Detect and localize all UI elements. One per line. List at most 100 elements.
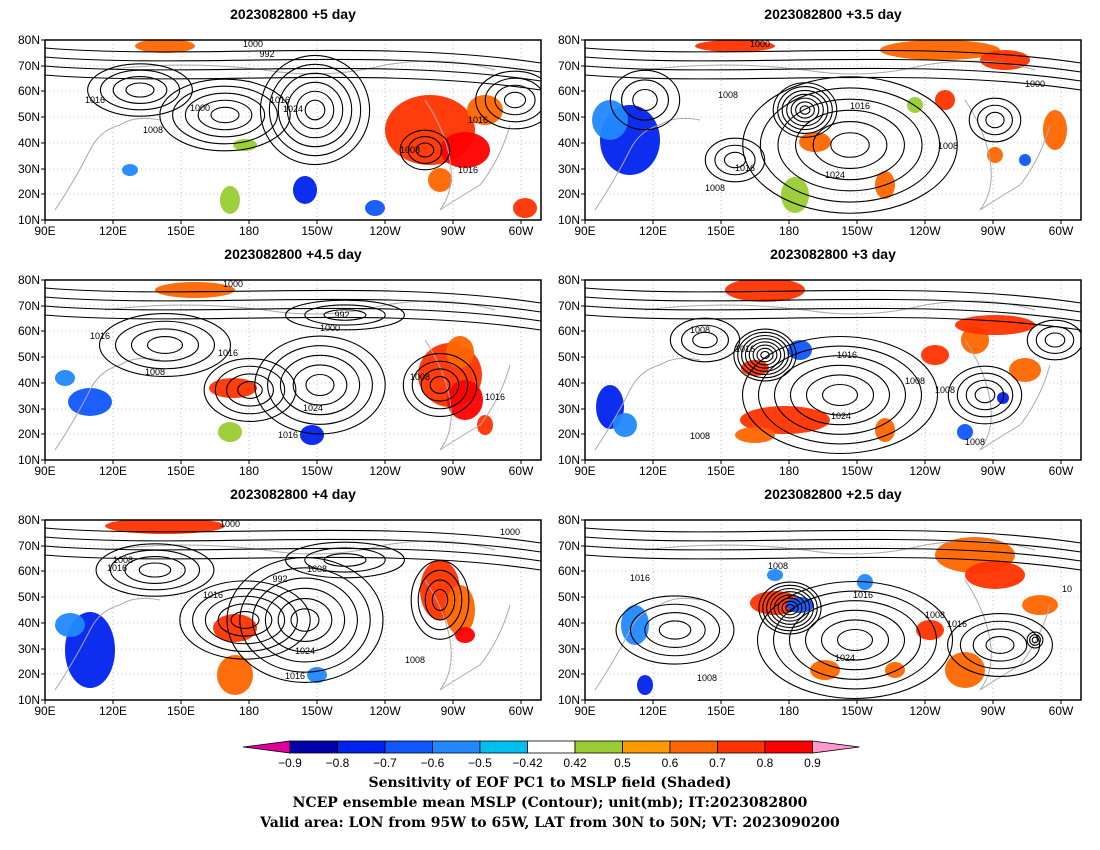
isobar [112, 76, 168, 104]
lat-tick-label: 20N [18, 187, 40, 201]
contour-label: 1000 [320, 323, 340, 333]
panel-frame [44, 519, 542, 701]
isobar [777, 86, 833, 134]
isobar [629, 603, 721, 657]
lon-tick-label: 120W [369, 464, 401, 478]
isobar [159, 78, 291, 152]
isobar [1026, 631, 1044, 649]
sensitivity-area [446, 336, 474, 368]
isobar [781, 600, 799, 616]
lat-tick-label: 40N [558, 376, 580, 390]
isobar [203, 358, 297, 422]
contour-label: 992 [334, 310, 349, 320]
isobar [756, 347, 774, 363]
lon-tick-label: 150W [841, 224, 873, 238]
lon-tick-label: 60W [1049, 704, 1074, 718]
isobar [956, 372, 1014, 418]
coastline [54, 357, 161, 451]
sensitivity-area [428, 168, 452, 192]
panel-title-2: 2023082800 +3.5 day [764, 6, 902, 22]
lon-tick-label: 120E [639, 224, 667, 238]
isobar [45, 545, 541, 562]
isobar [45, 527, 541, 544]
lon-tick-label: 120E [639, 464, 667, 478]
isobar [415, 142, 435, 158]
contour-label: 1008 [690, 431, 710, 441]
colorbar: −0.9 −0.8 −0.7 −0.6 −0.5 −0.42 0.42 0.5 0.6 0.7 0.… [242, 740, 860, 770]
isobar [781, 89, 829, 131]
lat-tick-label: 20N [18, 427, 40, 441]
lon-tick-label: 180 [779, 224, 799, 238]
contour-label: 1016 [735, 163, 755, 173]
panel-frame [584, 279, 1082, 461]
contour-label: 1016 [107, 563, 127, 573]
coastline [424, 339, 511, 451]
lon-tick-label: 90W [441, 704, 466, 718]
contour-label: 1008 [697, 673, 717, 683]
colorbar-cell [479, 740, 528, 754]
coastline [104, 300, 496, 315]
sensitivity-area [293, 176, 317, 204]
isobar [417, 569, 463, 631]
isobar [411, 360, 469, 410]
isobar [615, 595, 735, 665]
isobar [184, 92, 266, 138]
lon-tick-label: 60W [509, 704, 534, 718]
lat-tick-label: 40N [558, 136, 580, 150]
contour-label: 1016 [630, 573, 650, 583]
coastline [54, 597, 161, 691]
lat-tick-label: 60N [558, 564, 580, 578]
isobar [585, 74, 1081, 91]
colorbar-label: 0.42 [563, 756, 587, 770]
sensitivity-area [477, 415, 493, 435]
isobar [692, 331, 718, 349]
isobar [723, 151, 747, 169]
lat-tick-label: 40N [18, 136, 40, 150]
lon-tick-label: 120W [369, 704, 401, 718]
isobar [45, 56, 541, 73]
isobar [830, 132, 870, 158]
lon-tick-label: 90E [34, 224, 55, 238]
isobar [752, 344, 778, 366]
lat-tick-label: 40N [18, 616, 40, 630]
sensitivity-area [220, 186, 240, 214]
isobar [794, 109, 905, 181]
isobar [947, 365, 1023, 425]
isobar [295, 90, 335, 130]
isobar [475, 70, 541, 130]
lon-tick-label: 150W [301, 704, 333, 718]
contour-label: 1008 [768, 561, 788, 571]
contour-label: 1016 [485, 392, 505, 402]
isobar [773, 594, 807, 622]
lat-tick-label: 80N [18, 273, 40, 287]
isobar [759, 87, 941, 203]
colorbar-label: 0.9 [804, 756, 821, 770]
isobar [277, 598, 333, 642]
isobar [146, 336, 184, 354]
lat-tick-label: 10N [18, 213, 40, 227]
isobar [204, 595, 286, 645]
lat-tick-label: 60N [558, 324, 580, 338]
contour-label: 1000 [243, 39, 263, 49]
isobar [239, 567, 371, 673]
isobar [585, 305, 1081, 322]
contour-label: 1016 [850, 101, 870, 111]
contour-label: 1024 [303, 403, 323, 413]
contour-label: 992 [272, 574, 287, 584]
lat-tick-label: 50N [18, 590, 40, 604]
isobar [124, 556, 186, 584]
colorbar-label: −0.7 [373, 756, 397, 770]
contour-label: 1008 [935, 385, 955, 395]
isobar [125, 82, 155, 98]
sensitivity-area [513, 198, 537, 218]
lon-tick-label: 180 [239, 704, 259, 718]
contour-label: 1016 [270, 95, 290, 105]
contour-label: 1016 [90, 331, 110, 341]
isobar [285, 299, 405, 331]
contour-label: 1008 [145, 367, 165, 377]
isobar [972, 628, 1028, 662]
lat-tick-label: 30N [558, 642, 580, 656]
isobar [985, 111, 1005, 129]
map-panel-4: 1008 1016 1016 1008 1008 1024 1008 1008 10N 20N 30… [558, 273, 1082, 478]
isobar [620, 79, 669, 121]
